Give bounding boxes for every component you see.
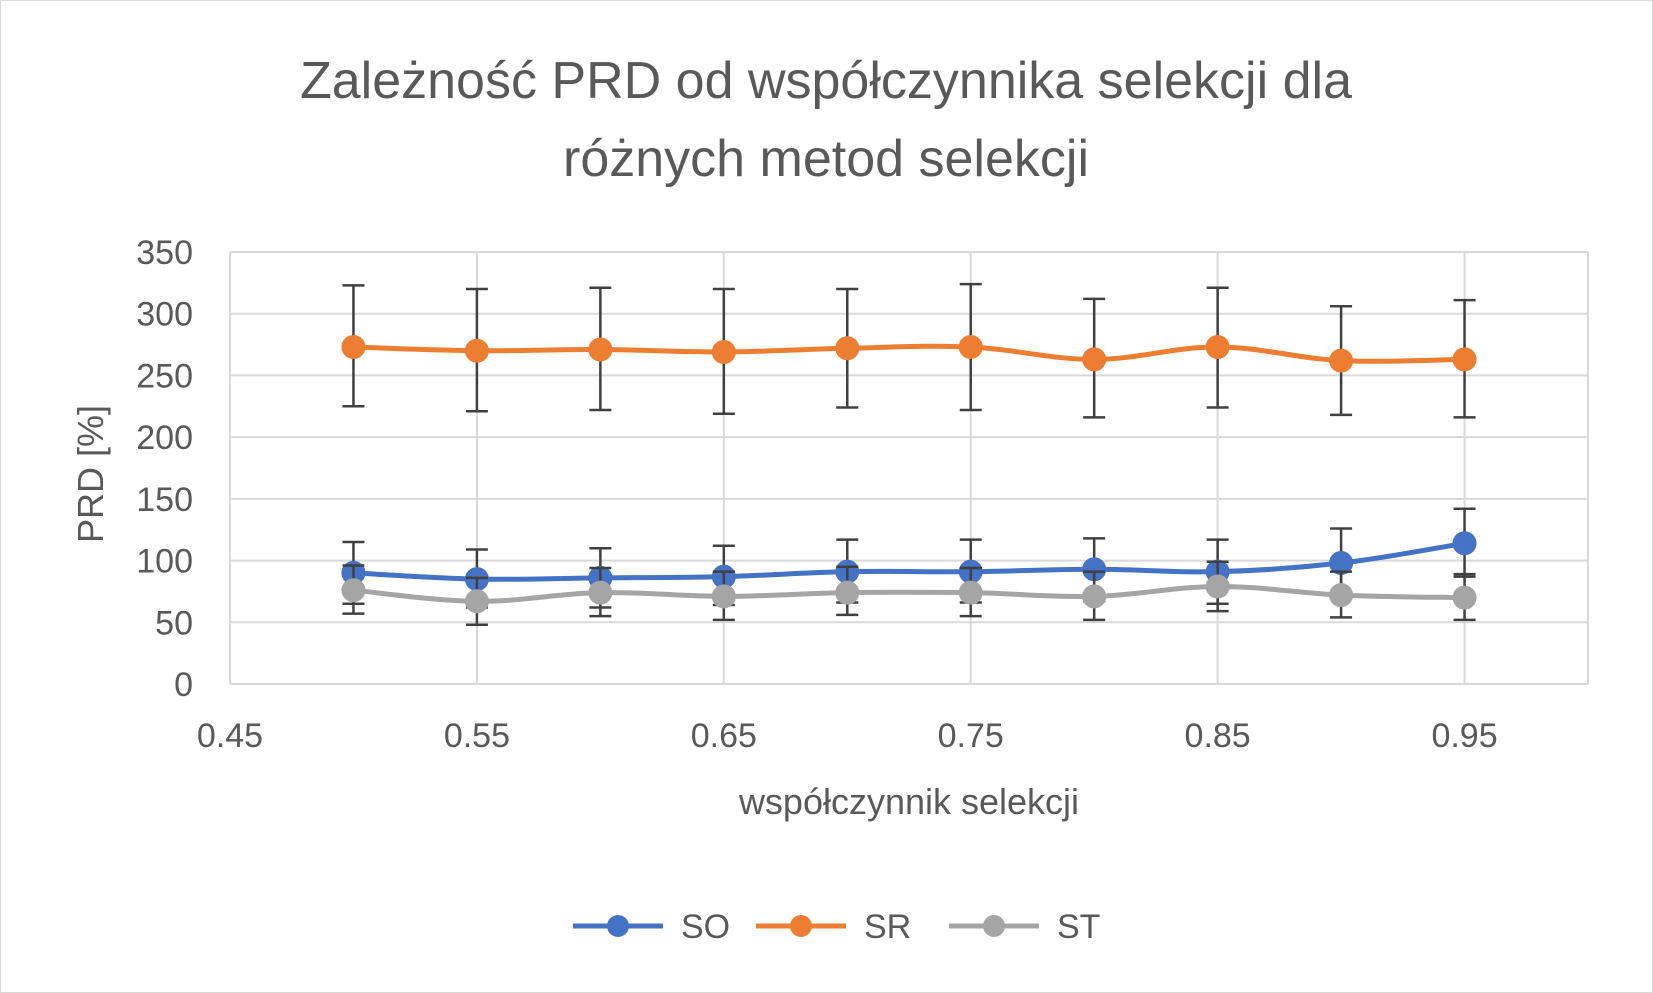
legend-marker (983, 915, 1005, 937)
data-point (341, 335, 366, 360)
data-point (1082, 347, 1107, 372)
x-tick-label: 0.75 (938, 717, 1004, 755)
series-line (350, 540, 1468, 582)
y-tick-label: 50 (155, 604, 193, 642)
series-st (341, 560, 1477, 627)
legend-marker (607, 915, 629, 937)
legend-label: SO (681, 908, 730, 946)
series-line (350, 583, 1468, 604)
data-point (1205, 574, 1230, 599)
data-point (958, 335, 983, 360)
legend-label: ST (1057, 908, 1100, 946)
data-point (711, 584, 736, 609)
data-point (711, 339, 736, 364)
series-line (350, 343, 1468, 364)
y-tick-label: 200 (136, 419, 193, 457)
data-point (835, 580, 860, 605)
legend: SO SR ST (573, 908, 1100, 946)
y-axis-ticks: 0 50 100 150 200 250 300 350 (136, 234, 193, 704)
data-point (464, 589, 489, 614)
data-point (464, 338, 489, 363)
data-point (341, 578, 366, 603)
x-axis-title: współczynnik selekcji (738, 781, 1079, 822)
chart-title-line-2: różnych metod selekcji (563, 130, 1089, 188)
data-point (588, 580, 613, 605)
legend-marker (790, 915, 812, 937)
data-point (1329, 583, 1354, 608)
y-tick-label: 250 (136, 357, 193, 395)
data-point (958, 580, 983, 605)
legend-item-sr: SR (756, 908, 911, 946)
y-axis-title: PRD [%] (70, 405, 111, 543)
x-tick-label: 0.45 (197, 717, 263, 755)
x-tick-label: 0.65 (691, 717, 757, 755)
legend-label: SR (864, 908, 911, 946)
x-tick-label: 0.85 (1185, 717, 1251, 755)
legend-item-st: ST (949, 908, 1100, 946)
y-tick-label: 150 (136, 481, 193, 519)
y-tick-label: 100 (136, 543, 193, 581)
data-point (1082, 584, 1107, 609)
chart-title: Zależność PRD od współczynnika selekcji … (300, 52, 1352, 188)
y-tick-label: 350 (136, 234, 193, 272)
series-sr (341, 282, 1477, 419)
data-point (1452, 585, 1477, 610)
x-tick-label: 0.95 (1431, 717, 1497, 755)
data-point (1329, 348, 1354, 373)
gridlines (229, 251, 1589, 685)
data-point (588, 337, 613, 362)
x-axis-ticks: 0.45 0.55 0.65 0.75 0.85 0.95 (197, 717, 1498, 755)
data-point (1452, 347, 1477, 372)
data-point (1452, 531, 1477, 556)
y-tick-label: 300 (136, 296, 193, 334)
chart-title-line-1: Zależność PRD od współczynnika selekcji … (300, 52, 1352, 110)
x-tick-label: 0.55 (444, 717, 510, 755)
data-point (835, 336, 860, 361)
data-point (1205, 335, 1230, 360)
y-tick-label: 0 (174, 666, 193, 704)
legend-item-so: SO (573, 908, 730, 946)
series-layer (341, 282, 1477, 627)
series-so (341, 507, 1477, 609)
